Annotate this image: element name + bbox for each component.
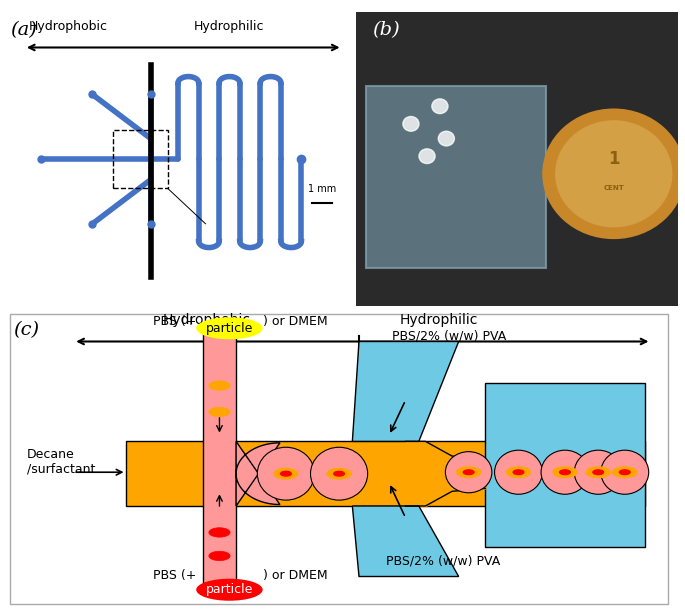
Ellipse shape <box>601 450 649 494</box>
Ellipse shape <box>310 447 368 500</box>
Text: PBS (+: PBS (+ <box>153 569 201 583</box>
Text: particle: particle <box>206 322 253 335</box>
FancyBboxPatch shape <box>485 382 645 547</box>
FancyBboxPatch shape <box>366 86 546 268</box>
Text: particle: particle <box>206 583 253 596</box>
FancyBboxPatch shape <box>10 313 668 605</box>
Circle shape <box>403 116 419 131</box>
Ellipse shape <box>196 317 262 339</box>
Text: Decane
/surfactant: Decane /surfactant <box>27 448 95 476</box>
Text: (b): (b) <box>373 21 400 39</box>
Circle shape <box>438 131 454 146</box>
Circle shape <box>613 467 637 477</box>
Circle shape <box>543 109 684 239</box>
Text: PBS/2% (w/w) PVA: PBS/2% (w/w) PVA <box>386 554 500 567</box>
Text: PBS/2% (w/w) PVA: PBS/2% (w/w) PVA <box>393 330 506 343</box>
Ellipse shape <box>495 450 543 494</box>
FancyBboxPatch shape <box>203 330 236 588</box>
Circle shape <box>432 99 448 114</box>
Text: PBS (+: PBS (+ <box>153 315 201 328</box>
Circle shape <box>457 467 481 477</box>
Circle shape <box>274 468 298 479</box>
FancyBboxPatch shape <box>356 12 678 306</box>
Text: (a): (a) <box>10 21 37 39</box>
Ellipse shape <box>258 447 314 500</box>
Circle shape <box>281 471 291 476</box>
Circle shape <box>619 470 630 474</box>
Circle shape <box>553 467 577 477</box>
FancyBboxPatch shape <box>127 441 645 506</box>
Circle shape <box>463 470 474 474</box>
Circle shape <box>586 467 610 477</box>
Circle shape <box>209 381 230 390</box>
Polygon shape <box>352 506 459 577</box>
Text: Hydrophobic: Hydrophobic <box>162 313 250 327</box>
Text: (c): (c) <box>14 321 40 339</box>
Circle shape <box>209 408 230 417</box>
Circle shape <box>593 470 603 474</box>
Ellipse shape <box>445 452 492 493</box>
Text: ) or DMEM: ) or DMEM <box>262 569 327 583</box>
Circle shape <box>506 467 530 477</box>
Text: 1: 1 <box>608 150 619 168</box>
Text: CENT: CENT <box>603 185 624 192</box>
Circle shape <box>209 528 230 537</box>
Polygon shape <box>352 341 459 441</box>
Circle shape <box>209 551 230 561</box>
Text: ) or DMEM: ) or DMEM <box>262 315 327 328</box>
Polygon shape <box>236 441 280 506</box>
Circle shape <box>560 470 571 474</box>
Circle shape <box>334 471 345 476</box>
Circle shape <box>556 121 672 226</box>
Circle shape <box>419 149 435 163</box>
Circle shape <box>327 468 351 479</box>
Text: Hydrophilic: Hydrophilic <box>399 313 478 327</box>
Circle shape <box>513 470 524 474</box>
Ellipse shape <box>196 579 262 601</box>
Text: Hydrophilic: Hydrophilic <box>195 20 264 33</box>
Ellipse shape <box>541 450 589 494</box>
Ellipse shape <box>574 450 622 494</box>
Text: Hydrophobic: Hydrophobic <box>29 20 108 33</box>
Text: 1 mm: 1 mm <box>308 184 336 195</box>
